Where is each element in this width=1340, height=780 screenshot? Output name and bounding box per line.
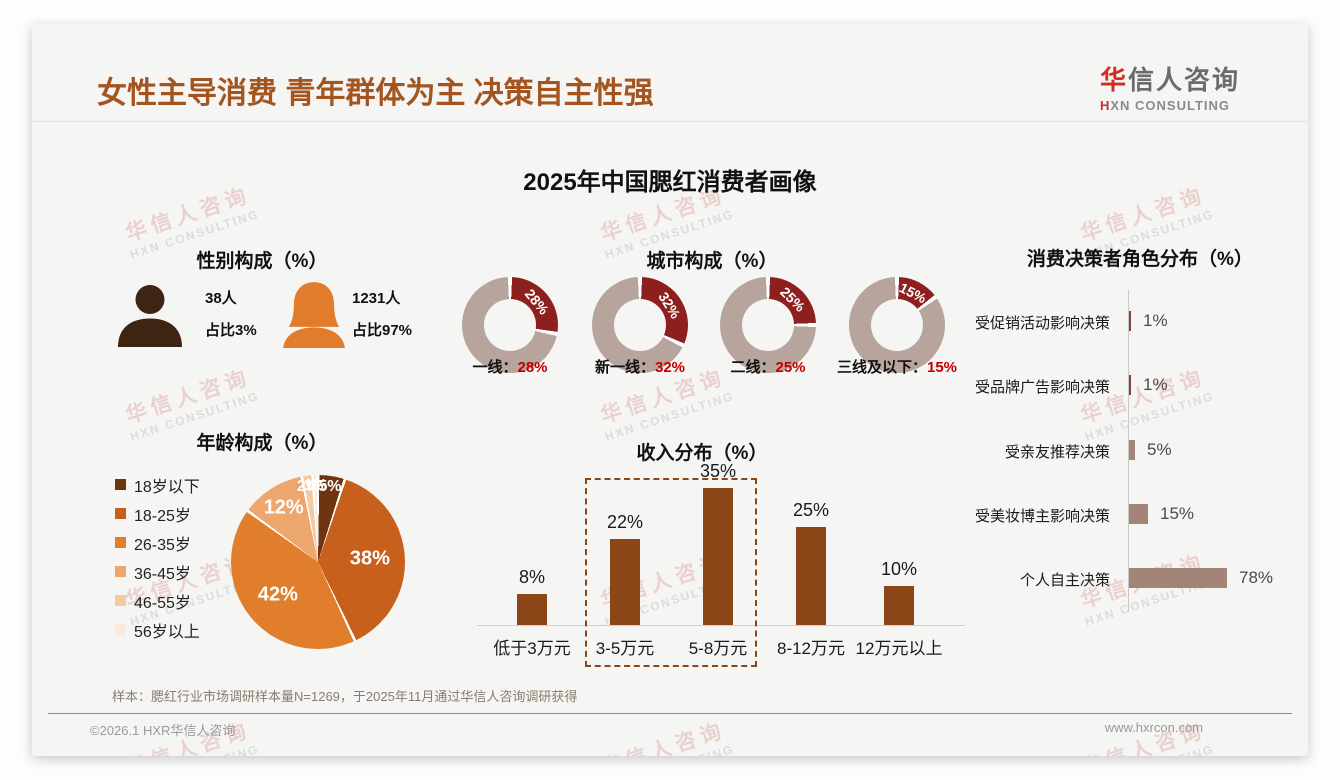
legend-item: 36-45岁 [115, 557, 200, 586]
income-category-label: 5-8万元 [688, 639, 748, 658]
decision-category-label: 受促销活动影响决策 [974, 315, 1110, 332]
decision-bar [1129, 311, 1131, 331]
income-chart: 8% 低于3万元 22% 3-5万元 35% 5-8万元 25% 8-12万元 10% 12万元以… [477, 461, 967, 694]
decision-bar [1129, 568, 1227, 588]
legend-item: 46-55岁 [115, 586, 200, 615]
age-legend: 18岁以下 18-25岁 26-35岁 36-45岁 46-55岁 56岁以上 [115, 470, 200, 644]
income-category-label: 3-5万元 [595, 639, 655, 658]
legend-swatch [115, 624, 126, 635]
income-category-label: 12万元以上 [855, 639, 943, 658]
pie-slice-label: 2% [296, 477, 321, 495]
pie-slice-label: 42% [257, 583, 298, 606]
gender-section-title: 性别构成（%） [196, 251, 328, 272]
logo-cn-rest: 信人咨询 [1127, 65, 1240, 95]
income-bar-value: 10% [880, 559, 918, 579]
male-count: 38人 [205, 290, 237, 307]
donut-caption: 新一线：32% [594, 359, 686, 376]
decision-bar-value: 1% [1143, 375, 1168, 395]
female-share: 占比97% [352, 322, 413, 339]
donut-caption: 一线：28% [472, 359, 548, 376]
income-bar [796, 527, 826, 625]
decision-bar-value: 15% [1160, 503, 1195, 523]
header-divider [32, 121, 1308, 122]
logo-cn: 华信人咨询 [1100, 60, 1240, 97]
logo-en: HXN CONSULTING [1100, 98, 1240, 113]
income-axis [477, 625, 965, 626]
income-bar [517, 594, 547, 625]
sample-note: 样本：腮红行业市场调研样本量N=1269，于2025年11月通过华信人咨询调研获… [112, 689, 578, 704]
male-icon [118, 285, 182, 347]
legend-swatch [115, 508, 126, 519]
age-pie: 5% 38% 42% 12% 2% 1% [231, 475, 405, 649]
income-section-title: 收入分布（%） [636, 443, 768, 464]
legend-swatch [115, 566, 126, 577]
brand-logo: 华信人咨询 HXN CONSULTING [1100, 60, 1240, 113]
donut-caption: 三线及以下：15% [836, 359, 958, 376]
decision-bar-value: 5% [1147, 439, 1172, 459]
slide-card: 华信人咨询 HXN CONSULTING 华信人咨询 HXN CONSULTING 华信… [32, 24, 1308, 756]
logo-en-rest: XN CONSULTING [1110, 98, 1231, 113]
decision-category-label: 个人自主决策 [1019, 572, 1110, 589]
decision-bar-value: 1% [1143, 311, 1168, 330]
donut-caption: 二线：25% [730, 359, 806, 376]
decision-chart: 受促销活动影响决策 1% 受品牌广告影响决策 1% 受亲友推荐决策 5% 受美妆博主影响决策… [882, 290, 1308, 612]
income-category-label: 8-12万元 [776, 639, 846, 658]
pie-slice-label: 5% [318, 477, 342, 495]
age-section-title: 年龄构成（%） [196, 433, 328, 454]
decision-bar-value: 78% [1239, 568, 1274, 587]
footer-copyright: ©2026.1 HXR华信人咨询 [90, 723, 236, 738]
city-donut-row: 28% 一线：28% 32% 新一线：32% 25% 二线：25% 15% 三线及以下：15% [32, 277, 1308, 387]
decision-category-label: 受品牌广告影响决策 [974, 379, 1110, 397]
female-icon [283, 282, 345, 348]
income-bar-value: 22% [606, 512, 644, 532]
income-highlight-box [585, 478, 757, 667]
pie-slice-label: 38% [349, 547, 390, 570]
city-donut: 25% 二线：25% [703, 277, 833, 376]
income-category-label: 低于3万元 [493, 639, 571, 658]
pie-slice-label: 1% [304, 477, 328, 495]
logo-cn-accent: 华 [1099, 65, 1128, 95]
footer-url: www.hxrcon.com [1104, 720, 1203, 735]
city-donut: 15% 三线及以下：15% [832, 277, 962, 376]
pie-slice-label: 12% [263, 496, 304, 519]
legend-swatch [115, 537, 126, 548]
decision-axis [1128, 290, 1129, 612]
income-bar-value: 35% [699, 461, 737, 481]
legend-item: 26-35岁 [115, 528, 200, 557]
income-bar [610, 539, 640, 625]
footer-divider [48, 713, 1292, 714]
decision-bar [1129, 375, 1131, 396]
logo-en-accent: H [1099, 98, 1111, 113]
decision-category-label: 受亲友推荐决策 [1004, 443, 1110, 461]
legend-swatch [115, 479, 126, 490]
age-pie-circle [231, 475, 405, 649]
city-donut: 28% 一线：28% [445, 277, 575, 376]
legend-swatch [115, 595, 126, 606]
decision-bar [1129, 503, 1148, 524]
city-section-title: 城市构成（%） [646, 251, 778, 272]
page-title: 女性主导消费 青年群体为主 决策自主性强 [97, 77, 654, 110]
city-donut: 32% 新一线：32% [575, 277, 705, 376]
decision-category-label: 受美妆博主影响决策 [974, 507, 1110, 525]
male-share: 占比3% [205, 322, 257, 339]
income-bar-value: 25% [792, 500, 830, 520]
income-bar [703, 488, 733, 625]
income-bar [884, 586, 914, 625]
decision-section-title: 消费决策者角色分布（%） [1027, 249, 1253, 270]
decision-bar [1129, 439, 1135, 460]
income-bar-value: 8% [518, 567, 546, 587]
female-count: 1231人 [352, 290, 401, 307]
main-title: 2025年中国腮红消费者画像 [523, 169, 817, 196]
legend-item: 56岁以上 [115, 615, 200, 644]
legend-item: 18-25岁 [115, 499, 200, 528]
legend-item: 18岁以下 [115, 470, 200, 499]
